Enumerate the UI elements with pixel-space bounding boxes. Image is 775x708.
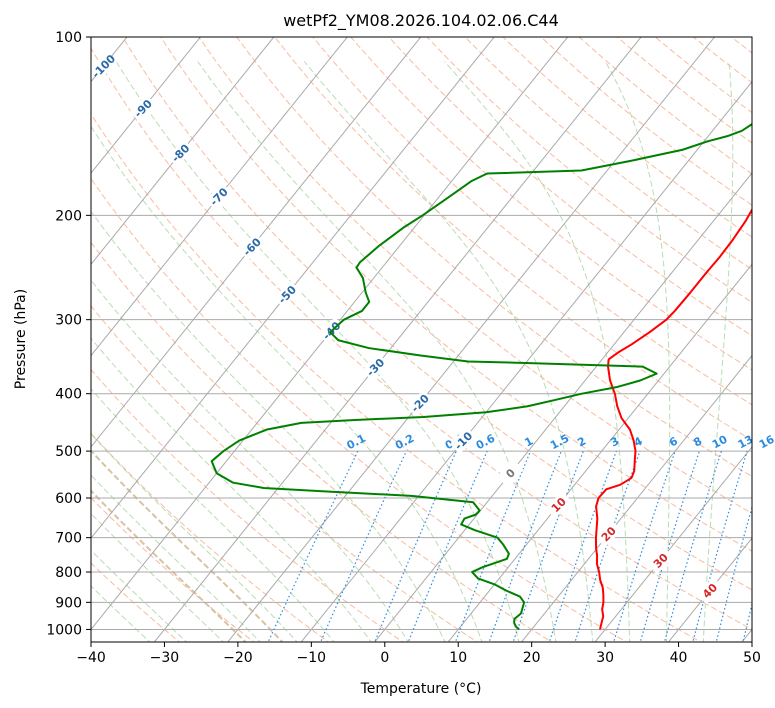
dry-adiabat [426,37,752,303]
moist-adiabat [91,512,225,642]
x-tick-label: 30 [596,650,614,666]
isotherm-label-bg [647,547,674,574]
isotherm-line [91,37,202,174]
mixing-ratio-line [692,450,748,642]
y-tick-label: 400 [55,387,82,403]
plot-frame [90,36,753,643]
y-tick-label: 900 [55,595,82,611]
y-tick-label: 300 [55,313,82,329]
isotherm-label-bg [129,94,157,122]
mixing-ratio-line [715,505,752,642]
isotherm-label-bg [361,353,389,381]
mixing-ratio-line [407,450,488,642]
mixing-ratio-line [663,450,722,642]
isotherm-line [300,80,752,642]
moist-adiabat [91,474,261,642]
mixing-ratio-line [267,450,359,642]
mixing-ratio-line [574,450,641,642]
moist-adiabat [91,388,335,642]
y-tick-label: 200 [55,208,82,224]
chart-title: wetPf2_YM08.2026.104.02.06.C44 [283,11,559,31]
moist-adiabat [91,279,409,642]
mixing-ratio-line [548,450,617,642]
isotherm-line [153,37,642,642]
x-axis-title: Temperature (°C) [360,681,482,697]
moist-adiabat [91,585,151,642]
dry-adiabat [350,37,752,371]
temperature-line [594,207,752,630]
isotherm-line [91,37,422,448]
isotherm-label-bg [595,520,622,548]
x-axis: −40 −30 −20 −10 0 10 20 30 40 50 [76,642,761,666]
dry-adiabat [236,37,752,477]
y-tick-label: 100 [55,30,82,46]
isotherm-line [667,537,752,642]
x-tick-label: 0 [380,650,389,666]
mixing-ratio-label: 13 [736,433,756,452]
moist-adiabat [197,61,557,642]
x-tick-label: 20 [523,650,541,666]
isotherm-line [91,37,348,357]
y-axis: 100 200 300 400 500 600 700 800 900 1000 [46,30,91,638]
moist-adiabat [115,61,520,642]
dry-adiabat [91,47,752,631]
isotherm-label-bg [273,281,301,308]
mixing-ratio-line [488,450,562,642]
y-tick-label: 600 [55,491,82,507]
sounding-profiles [210,122,752,631]
y-tick-label: 500 [55,444,82,460]
mixing-ratio-line [768,451,775,644]
isotherm-label-bg [449,427,477,455]
x-tick-label: −30 [150,650,180,666]
y-tick-label: 800 [55,565,82,581]
dry-adiabat [91,432,330,642]
isotherm-label-bg [167,139,194,167]
x-tick-label: −10 [297,650,327,666]
dry-adiabat [122,37,752,591]
mixing-ratio-line [613,450,676,642]
moist-adiabat [91,337,372,642]
mixing-ratio-line [742,601,752,642]
isotherm-line [227,37,716,642]
isotherm-line [0,24,64,645]
isotherm-label-bg [406,389,434,417]
mixing-ratio-line [639,450,700,642]
isotherm-line [594,446,752,642]
x-tick-label: 10 [449,650,467,666]
isotherm-label-bg [545,491,572,519]
isotherm-line [447,263,752,642]
y-tick-label: 700 [55,531,82,547]
y-tick-label: 1000 [46,622,82,638]
moist-adiabat [91,549,188,642]
mixing-ratio-label: 10 [710,433,730,452]
mixing-ratio-label: 16 [757,433,775,452]
dry-adiabat [160,37,752,552]
isotherm-line [374,172,752,642]
isotherm-line [91,37,495,539]
x-tick-label: 50 [743,650,761,666]
y-axis-title: Pressure (hPa) [13,289,29,389]
mixing-ratio-lines [267,450,775,644]
x-tick-label: 40 [670,650,688,666]
dry-adiabat [91,241,553,642]
isotherm-label-bg [238,233,266,261]
isotherm-label-bg [696,577,724,605]
dewpoint-line [210,122,752,631]
x-tick-label: −20 [223,650,253,666]
moist-adiabat [91,210,446,642]
isotherm-label-bg [91,52,117,80]
moist-adiabat [91,433,298,642]
isotherm-line [91,37,275,266]
mixing-ratio-line [512,450,584,642]
dry-adiabat [198,37,752,514]
dry-adiabat [312,37,752,406]
isotherm-label-bg [496,459,524,487]
x-tick-label: −40 [76,650,106,666]
isotherm-label-bg [205,183,233,211]
